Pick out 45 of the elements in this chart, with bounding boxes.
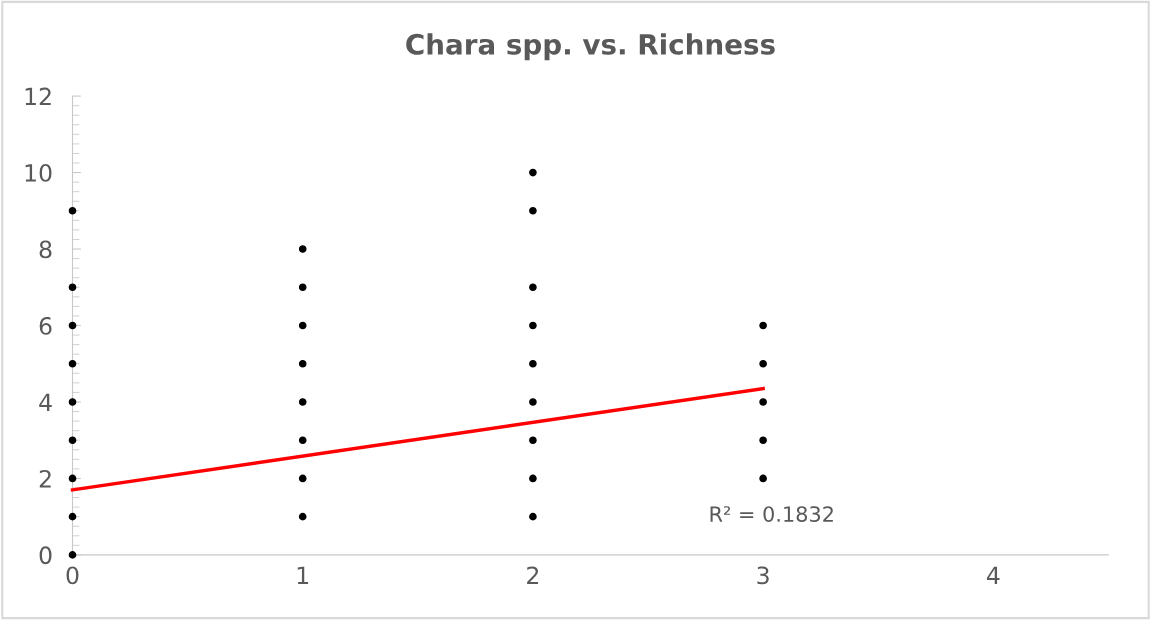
point	[529, 512, 537, 521]
point	[68, 551, 77, 559]
x-tick-label: 1	[297, 566, 309, 584]
point	[529, 321, 537, 330]
y-tick-label: 4	[39, 393, 52, 411]
point	[529, 168, 537, 177]
point	[68, 321, 77, 330]
x-tick-label: 3	[757, 566, 769, 585]
point	[529, 283, 537, 292]
x-tick-label: 4	[986, 566, 1000, 584]
y-tick-label: 2	[39, 469, 51, 488]
y-tick-label: 8	[39, 240, 52, 259]
point	[68, 512, 77, 521]
point	[68, 283, 77, 292]
point	[759, 321, 767, 330]
point	[529, 474, 537, 483]
x-tick-label: 0	[66, 566, 79, 585]
point	[759, 359, 767, 368]
point	[759, 436, 767, 445]
point	[298, 512, 307, 521]
point	[298, 245, 307, 253]
point	[68, 474, 77, 483]
point	[529, 359, 537, 368]
point	[529, 436, 537, 445]
point	[68, 359, 77, 368]
point	[68, 206, 77, 215]
point	[529, 398, 537, 406]
point	[298, 398, 307, 406]
chart-title: Chara spp. vs. Richness	[406, 33, 775, 61]
point	[298, 321, 307, 330]
x-tick-label: 2	[527, 566, 539, 584]
point	[759, 398, 767, 406]
point	[298, 474, 307, 483]
point	[68, 398, 77, 406]
point	[298, 283, 307, 292]
y-tick-label: 10	[25, 164, 52, 182]
annotation: R² = 0.1832	[710, 506, 833, 522]
y-tick-label: 0	[39, 546, 52, 565]
point	[298, 436, 307, 445]
point	[298, 359, 307, 368]
point	[68, 436, 77, 445]
point	[759, 474, 767, 483]
y-tick-label: 12	[25, 87, 51, 106]
point	[529, 206, 537, 215]
y-tick-label: 6	[39, 316, 52, 335]
